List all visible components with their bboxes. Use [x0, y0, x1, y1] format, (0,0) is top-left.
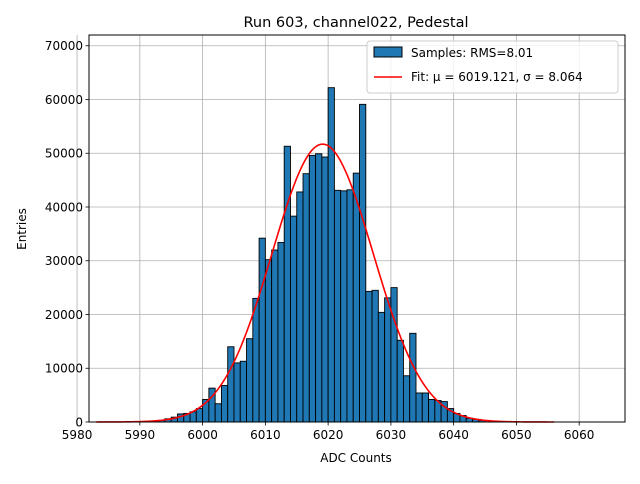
histogram-bar [384, 297, 392, 423]
histogram-bar [296, 191, 304, 423]
y-tick-label: 0 [75, 415, 83, 429]
plot-frame [88, 34, 626, 423]
histogram-bar [246, 338, 254, 423]
histogram-bar [371, 289, 379, 423]
y-tick-label: 10000 [45, 362, 83, 376]
histogram-bar [283, 145, 291, 423]
legend-histogram-swatch [373, 46, 403, 58]
histogram-bar [340, 190, 348, 423]
histogram-bar [233, 362, 241, 423]
x-tick-label: 6000 [187, 428, 218, 442]
histogram-bar [359, 103, 367, 423]
histogram-bar [327, 87, 335, 423]
histogram-bar [321, 156, 329, 423]
y-tick-label: 40000 [45, 200, 83, 214]
histogram-bar [315, 153, 323, 423]
x-tick-label: 6010 [250, 428, 281, 442]
x-axis-label: ADC Counts [320, 451, 392, 465]
histogram-bar [415, 392, 423, 423]
histogram-bar [258, 237, 266, 423]
histogram-bar [277, 242, 285, 423]
fit-curve [95, 143, 555, 423]
histogram-bar [390, 287, 398, 423]
x-tick-label: 6030 [376, 428, 407, 442]
y-tick-label: 70000 [45, 39, 83, 53]
histogram-bar [346, 189, 354, 423]
legend-histogram-label: Samples: RMS=8.01 [411, 46, 533, 60]
x-tick-label: 6060 [564, 428, 595, 442]
histogram-bar [195, 408, 204, 423]
histogram-bar [409, 332, 417, 423]
y-tick-label: 60000 [45, 93, 83, 107]
histogram-bar [421, 392, 430, 423]
histogram-bar [239, 360, 247, 423]
chart-title: Run 603, channel022, Pedestal [243, 15, 468, 31]
x-tick-label: 6040 [438, 428, 469, 442]
histogram-bar [220, 385, 229, 423]
histogram-bar [402, 375, 411, 423]
legend: Samples: RMS=8.01 Fit: μ = 6019.121, σ =… [366, 40, 619, 94]
y-tick-label: 20000 [45, 308, 83, 322]
x-tick-label: 5980 [62, 428, 93, 442]
histogram-bars [158, 87, 486, 423]
histogram-bar [333, 189, 342, 423]
y-axis-ticks: 0 10000 20000 30000 40000 50000 60000 70000 [45, 39, 89, 429]
histogram-bar [428, 398, 436, 423]
y-axis-label: Entries [15, 208, 29, 250]
y-tick-label: 50000 [45, 147, 83, 161]
x-tick-label: 5990 [125, 428, 156, 442]
histogram-bar [227, 346, 235, 423]
histogram-bar [302, 173, 310, 423]
histogram-bar [271, 249, 279, 423]
histogram-bar [252, 297, 260, 423]
histogram-bar [264, 259, 273, 423]
histogram-bar [308, 154, 317, 423]
x-axis-ticks: 5980 5990 6000 6010 6020 6030 6040 6050 6060 [62, 422, 595, 442]
histogram-bar [214, 403, 222, 423]
fit-curve-layer [95, 143, 555, 423]
y-tick-label: 30000 [45, 254, 83, 268]
x-tick-label: 6050 [501, 428, 532, 442]
x-tick-label: 6020 [313, 428, 344, 442]
histogram-bar [377, 311, 386, 423]
legend-box [366, 40, 619, 94]
histogram-bar [396, 339, 404, 423]
histogram-bar [365, 290, 373, 423]
histogram-bar [352, 172, 360, 423]
histogram-bar [290, 215, 298, 423]
legend-fit-label: Fit: μ = 6019.121, σ = 8.064 [411, 70, 583, 84]
